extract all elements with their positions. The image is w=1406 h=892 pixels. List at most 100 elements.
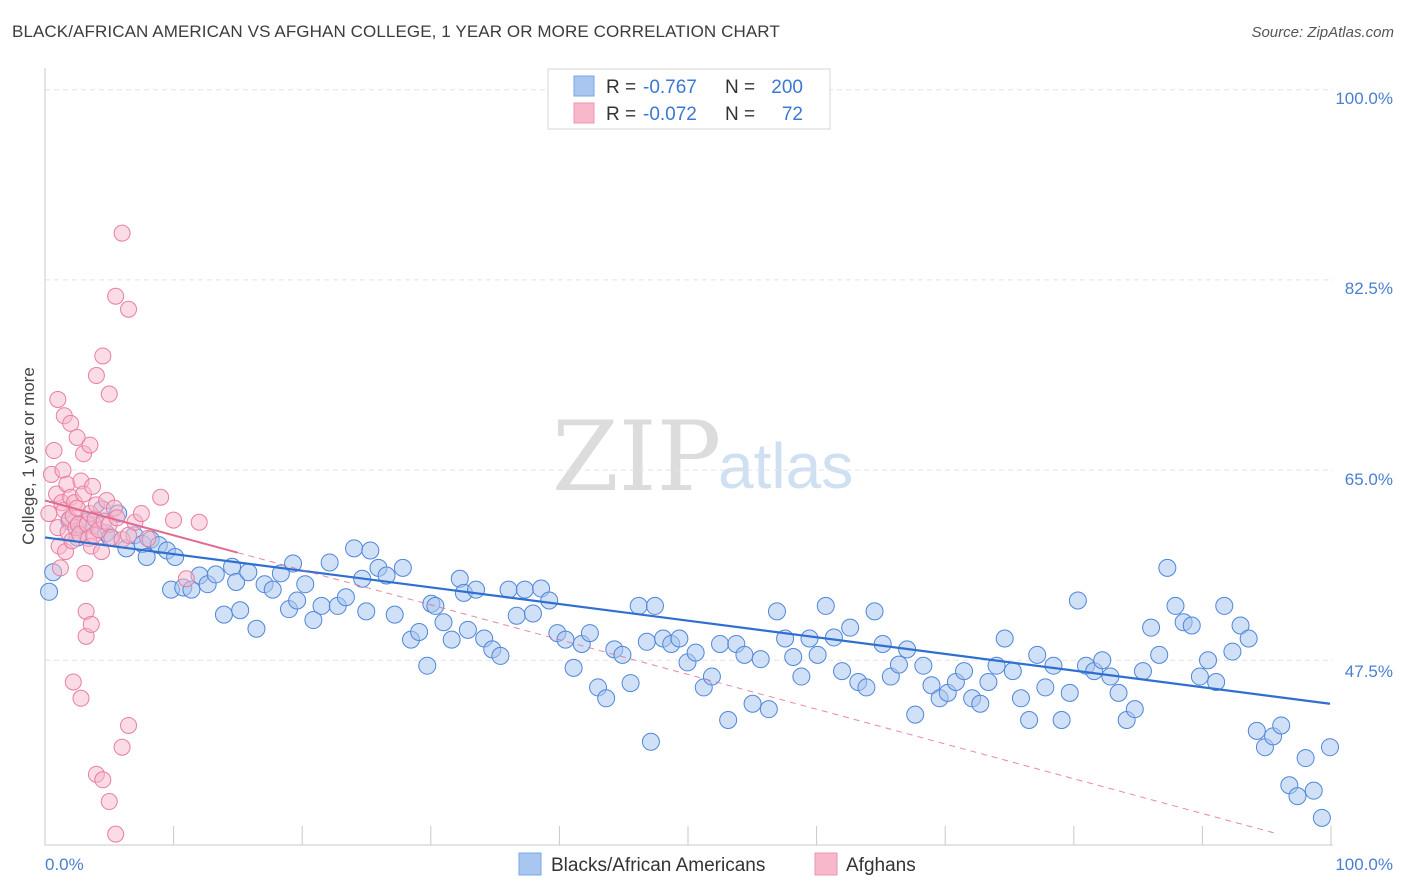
data-point-blacks xyxy=(227,573,246,592)
data-point-blacks xyxy=(1272,716,1291,735)
data-point-blacks xyxy=(206,565,225,584)
legend-r-label: R = xyxy=(606,104,636,125)
series-blacks-points xyxy=(40,500,1339,827)
data-point-blacks xyxy=(491,646,510,665)
data-point-blacks xyxy=(166,548,185,567)
chart-title: BLACK/AFRICAN AMERICAN VS AFGHAN COLLEGE… xyxy=(12,22,780,41)
legend-label-afghans: Afghans xyxy=(846,855,916,876)
data-point-blacks xyxy=(385,605,404,624)
data-point-blacks xyxy=(357,602,376,621)
legend-n-value: 200 xyxy=(771,77,803,98)
data-point-blacks xyxy=(1068,591,1087,610)
data-point-blacks xyxy=(841,618,860,637)
data-point-blacks xyxy=(1028,645,1047,664)
data-point-blacks xyxy=(1182,616,1201,635)
data-point-blacks xyxy=(816,596,835,615)
data-point-blacks xyxy=(434,613,453,632)
data-point-blacks xyxy=(418,656,437,675)
data-point-afghans xyxy=(190,513,208,531)
data-point-blacks xyxy=(580,624,599,643)
data-point-blacks xyxy=(995,629,1014,648)
data-point-blacks xyxy=(442,630,461,649)
legend-swatch-blue xyxy=(573,75,595,97)
data-point-blacks xyxy=(735,645,754,664)
data-point-blacks xyxy=(1199,651,1218,670)
legend-r-value: -0.767 xyxy=(643,77,697,98)
data-point-afghans xyxy=(45,442,63,460)
data-point-blacks xyxy=(743,694,762,713)
data-point-afghans xyxy=(87,367,105,385)
data-point-blacks xyxy=(641,732,660,751)
legend-swatch-blacks xyxy=(518,852,542,876)
data-point-afghans xyxy=(113,738,131,756)
data-point-blacks xyxy=(824,628,843,647)
data-point-afghans xyxy=(49,390,67,408)
data-point-blacks xyxy=(1044,656,1063,675)
data-point-blacks xyxy=(137,548,156,567)
data-point-blacks xyxy=(1158,558,1177,577)
data-point-blacks xyxy=(1239,629,1258,648)
data-point-blacks xyxy=(284,554,303,573)
data-point-blacks xyxy=(40,582,59,601)
legend-box xyxy=(547,68,831,130)
data-point-blacks xyxy=(767,602,786,621)
data-point-blacks xyxy=(686,643,705,662)
data-point-blacks xyxy=(621,674,640,693)
data-point-afghans xyxy=(82,615,100,633)
correlation-legend: R = -0.767 N = 200 R = -0.072 N = 72 xyxy=(547,68,831,130)
data-point-blacks xyxy=(345,539,364,558)
data-point-blacks xyxy=(702,667,721,686)
data-point-blacks xyxy=(637,632,656,651)
data-point-blacks xyxy=(914,656,933,675)
data-point-blacks xyxy=(1093,651,1112,670)
data-point-blacks xyxy=(1166,596,1185,615)
legend-label-blacks: Blacks/African Americans xyxy=(551,855,765,876)
data-point-blacks xyxy=(515,580,534,599)
x-tick-label: 0.0% xyxy=(45,855,84,874)
data-point-blacks xyxy=(597,689,616,708)
trend-line-afghans xyxy=(44,499,239,554)
legend-swatch-afghans xyxy=(814,852,838,876)
data-point-blacks xyxy=(711,634,730,653)
data-point-blacks xyxy=(1142,618,1161,637)
data-point-afghans xyxy=(81,436,99,454)
data-point-afghans xyxy=(51,559,69,577)
data-point-blacks xyxy=(1231,616,1250,635)
series-legend: Blacks/African Americans Afghans xyxy=(518,852,916,876)
data-point-blacks xyxy=(393,558,412,577)
data-point-blacks xyxy=(1288,787,1307,806)
data-point-blacks xyxy=(1109,683,1128,702)
data-point-blacks xyxy=(1011,689,1030,708)
data-point-blacks xyxy=(1020,711,1039,730)
data-point-afghans xyxy=(177,570,195,588)
data-point-blacks xyxy=(1036,678,1055,697)
legend-r-label: R = xyxy=(606,77,636,98)
data-point-blacks xyxy=(507,606,526,625)
data-point-blacks xyxy=(759,700,778,719)
data-point-blacks xyxy=(751,650,770,669)
data-point-blacks xyxy=(523,604,542,623)
y-tick-label: 100.0% xyxy=(1335,89,1393,108)
watermark-zip: ZIP xyxy=(552,401,721,513)
data-point-blacks xyxy=(808,645,827,664)
data-point-afghans xyxy=(64,673,82,691)
data-point-blacks xyxy=(971,694,990,713)
data-point-blacks xyxy=(1247,721,1266,740)
data-point-blacks xyxy=(214,605,233,624)
data-point-blacks xyxy=(629,596,648,615)
data-point-blacks xyxy=(1296,749,1315,768)
data-point-blacks xyxy=(1060,683,1079,702)
legend-swatch-pink xyxy=(573,102,595,124)
data-point-afghans xyxy=(40,505,58,523)
data-point-blacks xyxy=(955,662,974,681)
data-point-blacks xyxy=(1215,596,1234,615)
source-label: Source: ZipAtlas.com xyxy=(1251,24,1394,41)
data-point-blacks xyxy=(296,575,315,594)
data-point-afghans xyxy=(72,689,90,707)
data-point-blacks xyxy=(906,705,925,724)
data-point-blacks xyxy=(873,634,892,653)
data-point-afghans xyxy=(54,461,72,479)
data-point-blacks xyxy=(540,591,559,610)
data-point-blacks xyxy=(1133,662,1152,681)
